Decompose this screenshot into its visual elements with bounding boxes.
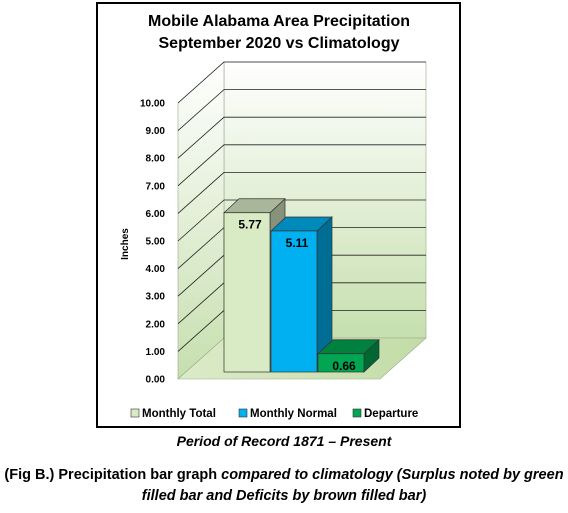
legend-label: Monthly Normal	[250, 408, 337, 420]
data-label: 5.11	[286, 236, 309, 250]
y-tick-label: 7.00	[146, 181, 166, 192]
gridline	[177, 171, 426, 214]
gridline	[177, 116, 426, 159]
bar-departure: 0.66	[317, 338, 380, 373]
y-tick-label: 10.00	[140, 99, 165, 110]
caption-part-2: compared to climatology (Surplus noted b…	[141, 467, 564, 504]
figure-caption: (Fig B.) Precipitation bar graph compare…	[0, 465, 568, 507]
gridline	[177, 89, 426, 131]
y-tick-label: 8.00	[146, 154, 166, 165]
legend-entry: Monthly Normal	[238, 408, 337, 420]
legend-label: Departure	[364, 408, 418, 420]
bar-front	[270, 230, 318, 373]
chart-subtitle: September 2020 vs Climatology	[159, 35, 400, 52]
gridline	[177, 199, 426, 242]
legend-label: Monthly Total	[142, 408, 216, 420]
y-tick-label: 5.00	[146, 237, 166, 248]
legend-swatch	[352, 408, 362, 418]
gridline	[177, 61, 426, 104]
gridline	[177, 144, 426, 187]
legend-entry: Departure	[352, 408, 418, 420]
caption-part-1: (Fig B.) Precipitation bar graph	[4, 467, 222, 483]
y-tick-label: 4.00	[146, 264, 166, 275]
legend-swatch	[238, 408, 248, 418]
bar-monthly-normal: 5.11	[270, 216, 333, 373]
bar-front	[223, 212, 271, 373]
y-axis-label: Inches	[120, 228, 131, 260]
legend-swatch	[130, 408, 140, 418]
period-of-record: Period of Record 1871 – Present	[176, 433, 392, 449]
precipitation-chart: Mobile Alabama Area Precipitation Septem…	[120, 13, 427, 420]
legend-entry: Monthly Total	[130, 408, 216, 420]
y-tick-label: 9.00	[146, 126, 166, 137]
y-tick-label: 6.00	[146, 209, 166, 220]
data-label: 5.77	[238, 218, 262, 232]
y-tick-label: 3.00	[146, 292, 166, 303]
chart-title: Mobile Alabama Area Precipitation	[148, 13, 410, 30]
y-tick-label: 1.00	[146, 347, 166, 358]
y-tick-label: 0.00	[146, 375, 166, 386]
chart-frame: Mobile Alabama Area Precipitation Septem…	[96, 2, 461, 428]
bar-front	[317, 353, 365, 373]
data-label: 0.66	[332, 359, 356, 373]
y-tick-label: 2.00	[146, 319, 166, 330]
